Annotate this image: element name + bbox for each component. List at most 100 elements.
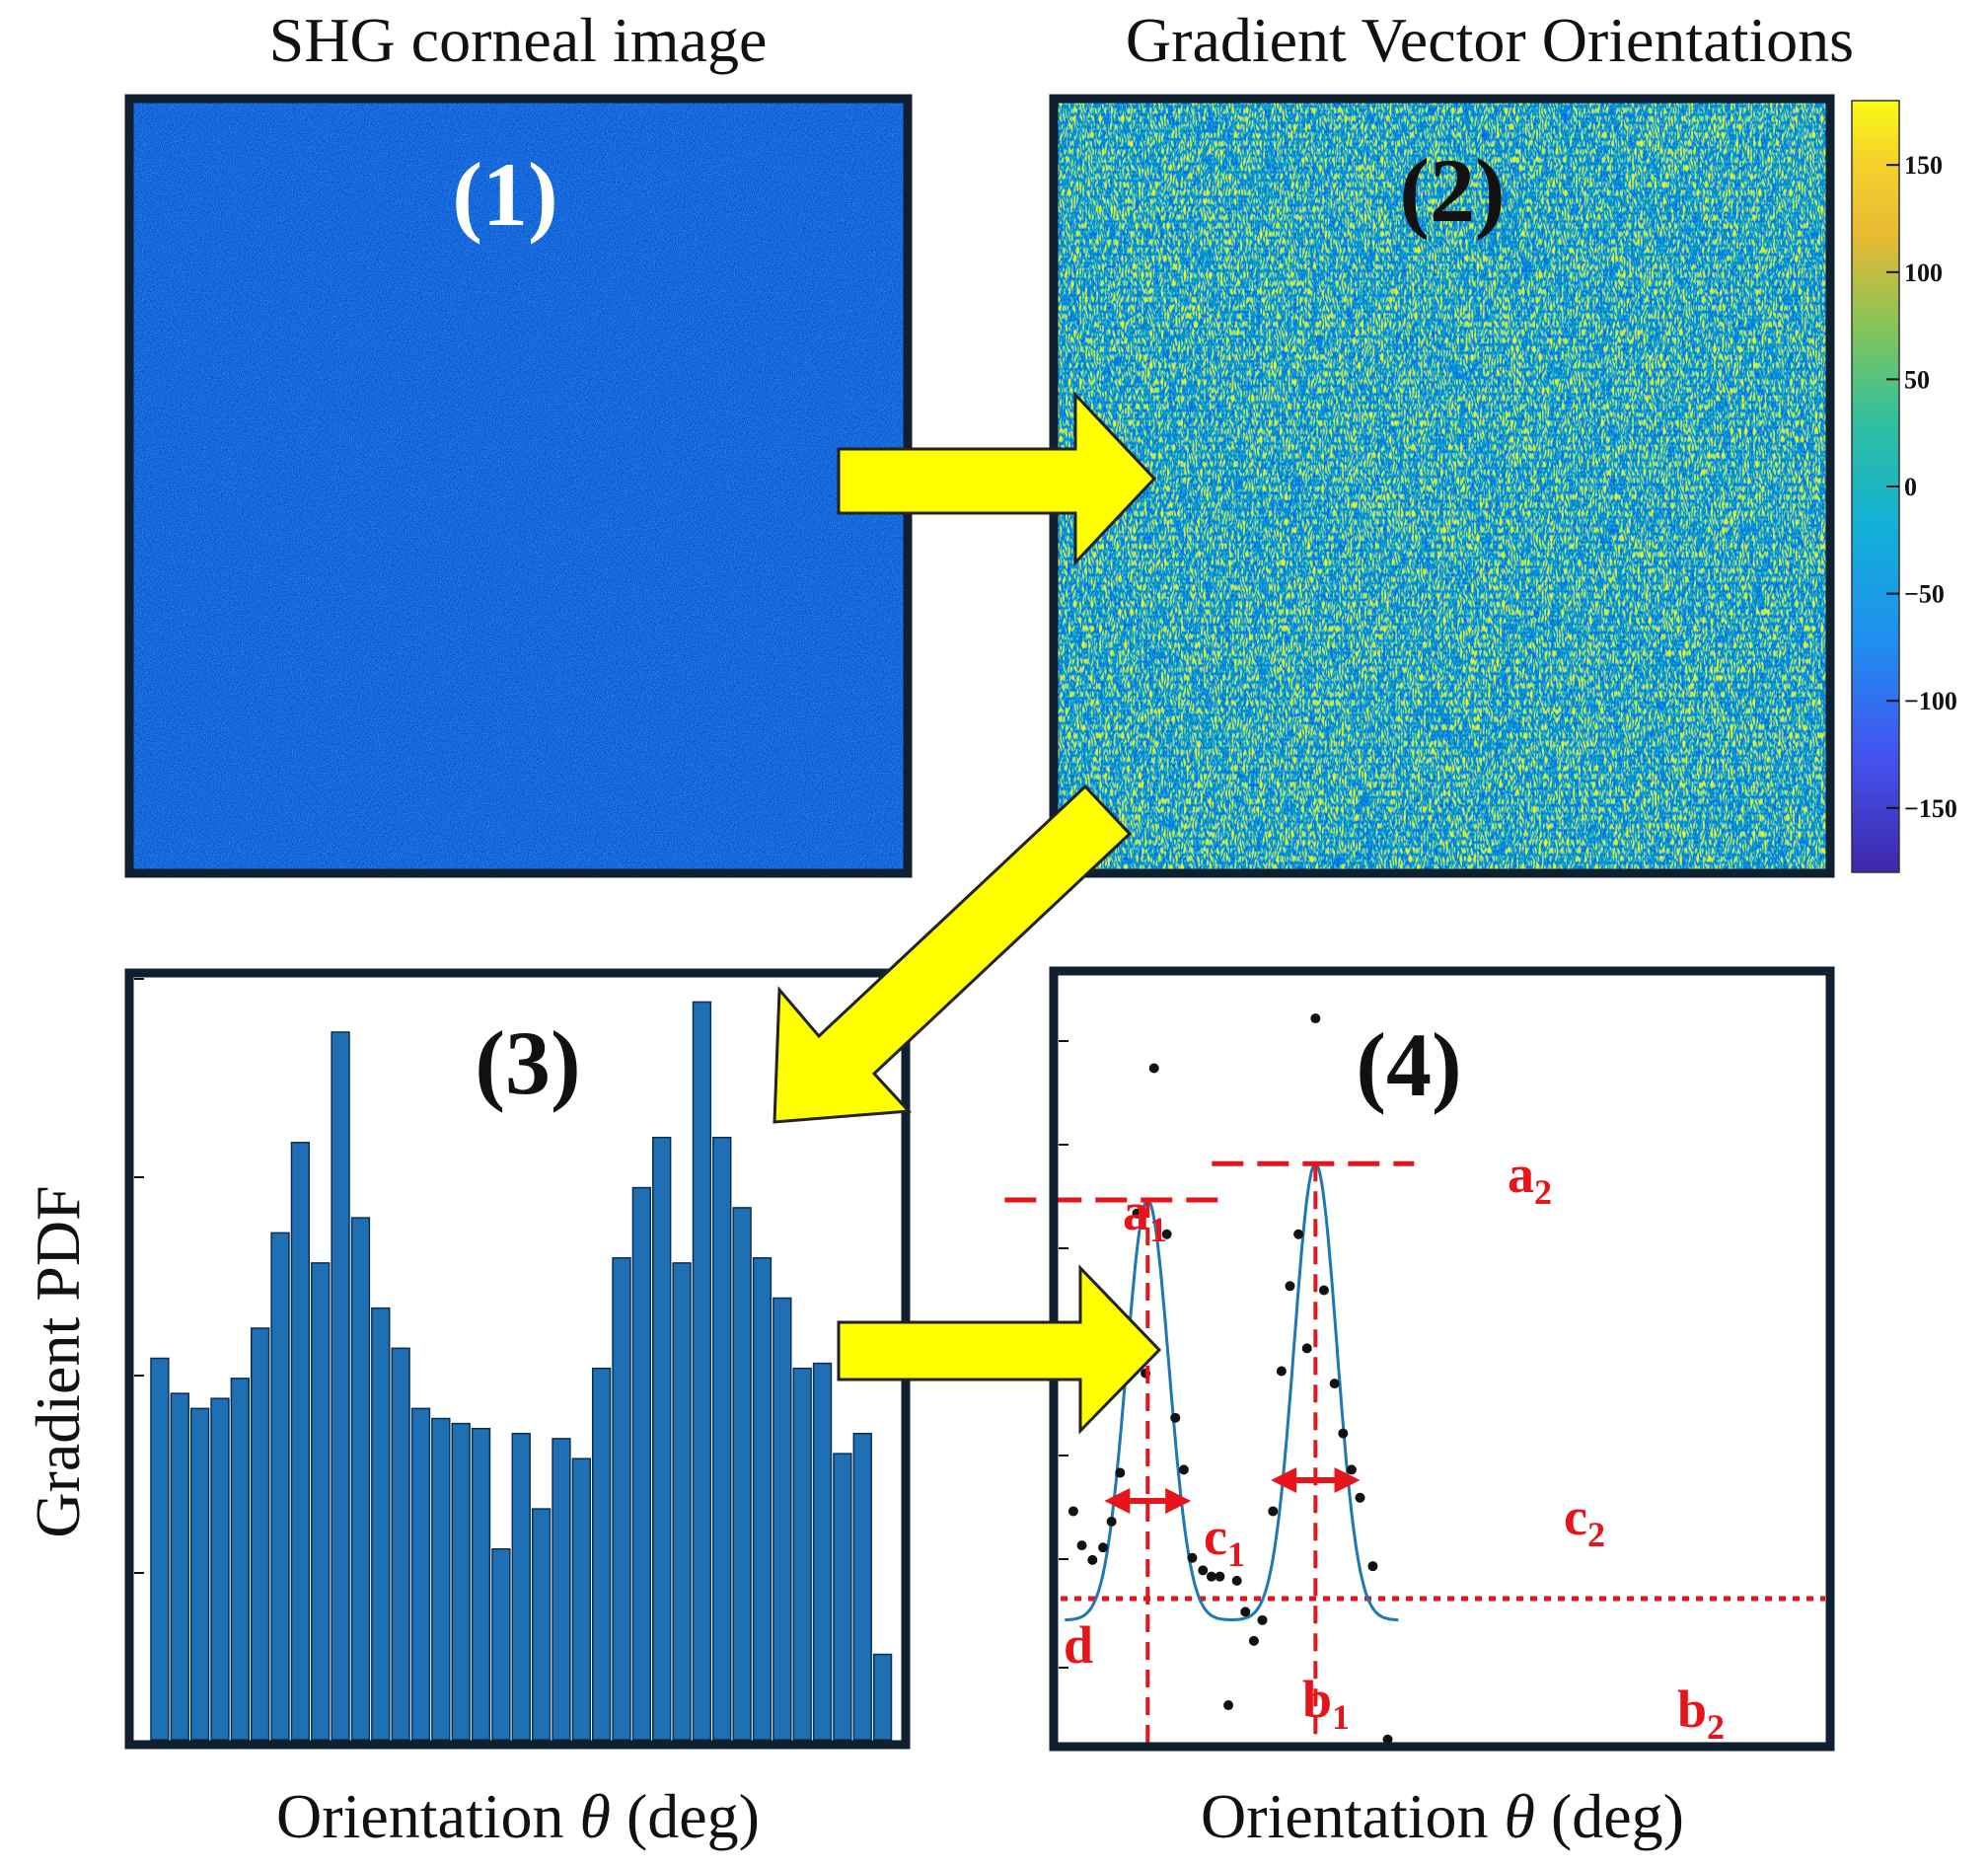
fit-background <box>1054 971 1830 1747</box>
x-axis-label-panel3: Orientation θ (deg) <box>276 1781 760 1851</box>
histogram-bar <box>451 1422 471 1741</box>
colorbar-tick-label: −150 <box>1904 794 1957 823</box>
data-point <box>1115 1467 1126 1478</box>
arrow-panel1-to-panel2 <box>837 391 1157 566</box>
data-point <box>1310 1013 1321 1024</box>
histogram-bar <box>350 1217 371 1741</box>
data-point <box>1198 1565 1209 1576</box>
histogram-bar <box>311 1262 331 1741</box>
histogram-panel: (3) <box>124 968 911 1750</box>
histogram-bar <box>210 1397 230 1741</box>
panel-label-3: (3) <box>475 1012 580 1113</box>
width-arrow-head-right <box>1165 1488 1192 1514</box>
data-point <box>1301 1343 1312 1354</box>
data-point <box>1170 1412 1181 1423</box>
histogram-bars <box>150 1001 893 1741</box>
panel-label-2: (2) <box>1399 140 1505 241</box>
colorbar-tick-label: 0 <box>1904 473 1917 501</box>
histogram-bar <box>812 1362 833 1741</box>
histogram-bar <box>331 1031 350 1741</box>
data-point <box>1257 1614 1268 1625</box>
orientation-map-speckle <box>1054 99 1830 873</box>
width-arrow-head-left <box>1104 1488 1131 1514</box>
d-label: d <box>1064 1615 1093 1675</box>
histogram-bar <box>631 1186 652 1741</box>
data-point <box>1223 1700 1234 1711</box>
data-point <box>1355 1492 1365 1503</box>
data-point <box>1098 1542 1109 1553</box>
colorbar-tick-label: −50 <box>1904 580 1945 609</box>
panel2-title: Gradient Vector Orientations <box>1126 5 1854 75</box>
histogram-bar <box>672 1262 692 1741</box>
y-axis-label-gradient-pdf: Gradient PDF <box>23 1185 93 1537</box>
colorbar: 150 100 50 0 −50 −100 −150 <box>1851 100 1957 873</box>
panel1-title: SHG corneal image <box>269 5 768 75</box>
histogram-bar <box>792 1367 812 1741</box>
orientation-map-panel: (2) <box>1049 94 1835 878</box>
data-point <box>1215 1571 1225 1582</box>
data-point <box>1293 1229 1304 1239</box>
histogram-bar <box>612 1257 631 1741</box>
c2-label: c2 <box>1564 1487 1605 1554</box>
histogram-bar <box>391 1347 410 1741</box>
histogram-bar <box>431 1417 451 1741</box>
colorbar-tick-label: 100 <box>1904 259 1943 287</box>
histogram-bar <box>552 1438 571 1741</box>
histogram-bar <box>872 1653 893 1741</box>
data-point <box>1106 1516 1117 1527</box>
histogram-bar <box>531 1508 552 1741</box>
histogram-bar <box>189 1407 210 1741</box>
data-point <box>1148 1063 1159 1074</box>
histogram-bar <box>251 1327 270 1741</box>
data-point <box>1382 1734 1393 1745</box>
histogram-bar <box>571 1457 591 1741</box>
data-point <box>1367 1561 1378 1572</box>
x-axis-label-panel4: Orientation θ (deg) <box>1201 1781 1684 1851</box>
histogram-bar <box>692 1001 712 1741</box>
fit-panel: a1 a2 b1 b2 c1 c2 d (4) <box>1004 966 1835 1752</box>
data-point <box>1206 1571 1216 1582</box>
a2-label: a2 <box>1508 1145 1552 1212</box>
data-point <box>1068 1506 1078 1517</box>
data-point <box>1187 1552 1198 1563</box>
data-point <box>1161 1229 1172 1239</box>
histogram-bar <box>511 1433 531 1741</box>
histogram-bar <box>290 1142 311 1741</box>
colorbar-tick-label: 150 <box>1904 151 1943 180</box>
b2-label: b2 <box>1677 1680 1725 1747</box>
histogram-bar <box>712 1136 732 1741</box>
data-point <box>1240 1606 1251 1617</box>
histogram-bar <box>170 1392 189 1741</box>
data-point <box>1329 1379 1340 1389</box>
histogram-bar <box>833 1453 852 1741</box>
histogram-bar <box>732 1207 752 1741</box>
data-point <box>1276 1366 1287 1377</box>
data-point <box>1318 1285 1329 1296</box>
data-point <box>1346 1464 1357 1475</box>
panel-label-1: (1) <box>452 144 557 245</box>
histogram-bar <box>230 1378 251 1741</box>
data-point <box>1132 1208 1142 1219</box>
histogram-bar <box>491 1548 511 1741</box>
histogram-bar <box>752 1257 773 1741</box>
histogram-bar <box>652 1136 672 1741</box>
arrow-panel3-to-panel4 <box>837 1264 1162 1435</box>
histogram-bar <box>591 1367 612 1741</box>
histogram-bar <box>371 1307 391 1741</box>
colorbar-ticks: 150 100 50 0 −50 −100 −150 <box>1886 151 1957 823</box>
histogram-bar <box>773 1297 792 1741</box>
histogram-bar <box>150 1357 170 1741</box>
c1-label: c1 <box>1204 1507 1245 1574</box>
histogram-bar <box>270 1232 290 1741</box>
data-point <box>1338 1428 1349 1439</box>
b1-label: b1 <box>1302 1670 1350 1737</box>
flow-arrows <box>773 391 1162 1435</box>
colorbar-tick-label: 50 <box>1904 365 1930 394</box>
width-arrow-head-left <box>1271 1467 1297 1493</box>
data-point <box>1178 1464 1189 1475</box>
data-point <box>1087 1554 1098 1565</box>
a1-label: a1 <box>1123 1182 1167 1249</box>
data-point <box>1076 1540 1087 1551</box>
data-point <box>1231 1575 1242 1586</box>
